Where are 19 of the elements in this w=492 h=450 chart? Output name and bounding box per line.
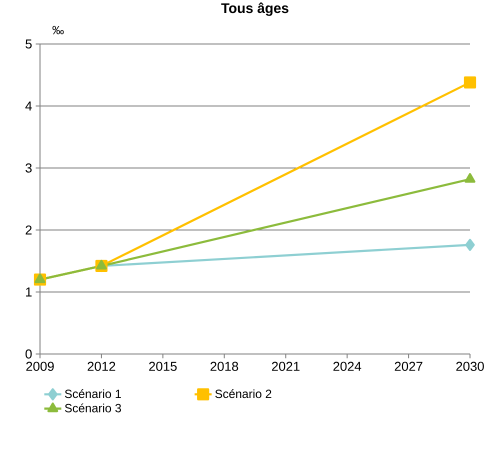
- legend-label: Scénario 3: [64, 403, 121, 412]
- y-tick-label: 5: [26, 39, 32, 49]
- x-tick-label: 2024: [333, 362, 362, 371]
- x-tick-label: 2012: [88, 362, 116, 371]
- y-tick-label: 0: [26, 349, 32, 359]
- x-tick-label: 2021: [272, 362, 300, 371]
- x-tick-label: 2009: [26, 362, 54, 371]
- x-tick-label: 2015: [149, 362, 177, 371]
- y-tick-label: 1: [26, 288, 32, 296]
- x-tick-label: 2027: [394, 362, 422, 371]
- y-tick-label: 3: [26, 163, 32, 173]
- y-tick-label: 4: [25, 102, 32, 110]
- y-axis-title: ‰: [52, 26, 64, 34]
- x-tick-label: 2018: [210, 362, 238, 371]
- legend-label: Scénario 1: [64, 389, 121, 398]
- x-tick-label: 2030: [456, 362, 484, 371]
- chart-title: Tous âges: [221, 2, 288, 16]
- y-tick-label: 2: [26, 225, 32, 235]
- legend-label: Scénario 2: [215, 389, 272, 398]
